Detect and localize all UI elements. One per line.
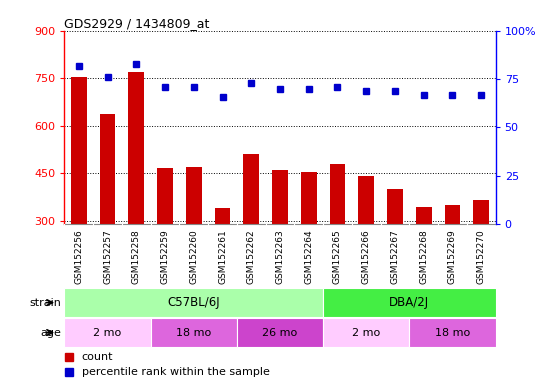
FancyBboxPatch shape [323, 288, 496, 317]
FancyBboxPatch shape [323, 318, 409, 347]
Text: GSM152258: GSM152258 [132, 229, 141, 284]
Bar [244, 154, 259, 316]
Text: GSM152267: GSM152267 [390, 229, 399, 284]
FancyBboxPatch shape [151, 318, 237, 347]
FancyBboxPatch shape [409, 318, 496, 347]
Text: GSM152260: GSM152260 [189, 229, 198, 284]
Bar [272, 170, 288, 316]
Text: 2 mo: 2 mo [352, 328, 380, 338]
Bar [71, 77, 87, 316]
Text: GSM152261: GSM152261 [218, 229, 227, 284]
Text: strain: strain [30, 298, 62, 308]
Text: GSM152265: GSM152265 [333, 229, 342, 284]
Bar [416, 207, 432, 316]
Bar [214, 209, 230, 316]
Text: GDS2929 / 1434809_at: GDS2929 / 1434809_at [64, 17, 210, 30]
Text: C57BL/6J: C57BL/6J [167, 296, 220, 309]
Bar [100, 114, 115, 316]
Text: GSM152259: GSM152259 [161, 229, 170, 284]
Text: 26 mo: 26 mo [263, 328, 297, 338]
Text: GSM152263: GSM152263 [276, 229, 284, 284]
Text: GSM152257: GSM152257 [103, 229, 112, 284]
Bar [473, 200, 489, 316]
Text: count: count [82, 352, 113, 362]
Text: GSM152264: GSM152264 [304, 229, 313, 284]
Text: DBA/2J: DBA/2J [389, 296, 430, 309]
Text: age: age [41, 328, 62, 338]
Text: GSM152268: GSM152268 [419, 229, 428, 284]
Text: 18 mo: 18 mo [176, 328, 211, 338]
FancyBboxPatch shape [64, 288, 323, 317]
Text: GSM152262: GSM152262 [247, 229, 256, 284]
Bar [330, 164, 346, 316]
Text: 18 mo: 18 mo [435, 328, 470, 338]
Bar [358, 176, 374, 316]
Text: GSM152270: GSM152270 [477, 229, 486, 284]
Text: GSM152256: GSM152256 [74, 229, 83, 284]
Text: 2 mo: 2 mo [94, 328, 122, 338]
Bar [157, 168, 173, 316]
FancyBboxPatch shape [237, 318, 323, 347]
Bar [128, 72, 144, 316]
Text: GSM152266: GSM152266 [362, 229, 371, 284]
Bar [445, 205, 460, 316]
Text: percentile rank within the sample: percentile rank within the sample [82, 367, 269, 377]
Bar [186, 167, 202, 316]
Text: GSM152269: GSM152269 [448, 229, 457, 284]
Bar [387, 189, 403, 316]
FancyBboxPatch shape [64, 318, 151, 347]
Bar [301, 172, 316, 316]
